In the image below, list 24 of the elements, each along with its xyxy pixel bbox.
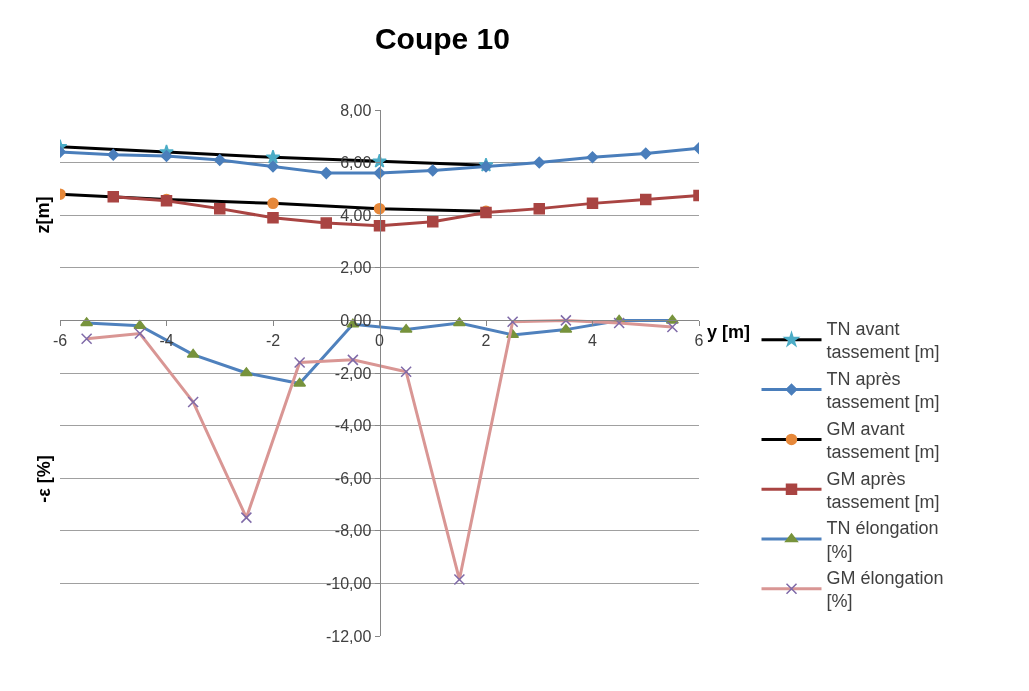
x-axis-title: y [m] [707,322,751,342]
legend-label: TN après tassement [m] [826,368,940,413]
y-tick-label: -2,00 [334,364,372,382]
y-tick-label: -12,00 [325,627,372,645]
y-tick-label: -4,00 [334,417,372,435]
y-tick-label: -10,00 [325,575,372,592]
chart-title: Coupe 10 [374,21,510,55]
legend-label: TN élongation [%] [826,518,939,562]
x-tick-label: 2 [481,331,491,349]
legend-label: GM avant tassement [m] [826,418,940,463]
y-tick-label: -8,00 [334,522,372,540]
y-tick-label: 2,00 [340,259,372,277]
text: -ε [%] [33,455,54,503]
y-tick-label: 4,00 [340,206,372,224]
y-tick-label: -6,00 [334,469,372,487]
x-tick-label: -2 [265,331,281,349]
y-axis-title: z[m] [33,196,54,234]
legend-label: GM élongation [%] [826,568,944,612]
x-tick-label: 4 [588,331,598,349]
y-tick-label: 8,00 [340,101,372,119]
x-tick-label: -6 [52,331,68,349]
legend-label: GM après tassement [m] [826,468,940,512]
x-tick-label: 6 [694,331,704,349]
legend-label: TN avant tassement [m] [826,319,940,363]
